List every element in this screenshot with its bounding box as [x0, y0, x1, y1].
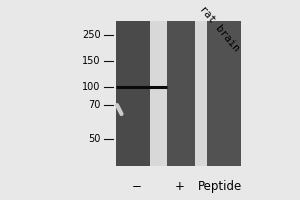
Text: 50: 50 [88, 134, 100, 144]
Bar [207, 21, 242, 166]
Bar [116, 21, 150, 166]
Text: 100: 100 [82, 82, 100, 92]
Text: 250: 250 [82, 30, 100, 40]
Text: rat brain: rat brain [198, 4, 242, 54]
Text: 70: 70 [88, 100, 100, 110]
Text: −: − [132, 180, 141, 193]
Bar [167, 21, 195, 166]
Text: Peptide: Peptide [198, 180, 242, 193]
Text: +: + [175, 180, 185, 193]
Bar [195, 21, 207, 166]
Text: 150: 150 [82, 56, 100, 66]
Bar [150, 21, 166, 166]
